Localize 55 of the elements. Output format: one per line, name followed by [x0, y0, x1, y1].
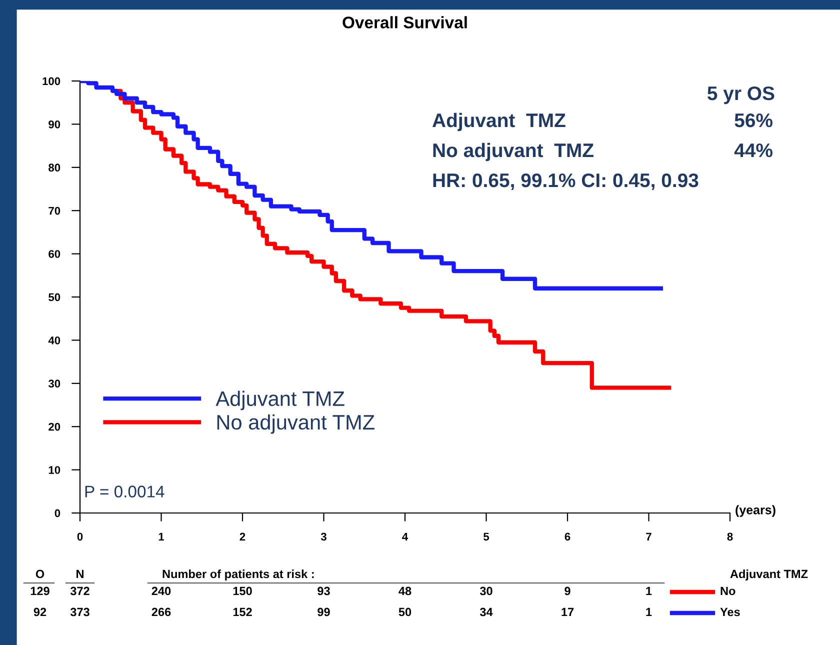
y-tick-label: 20 [48, 422, 60, 431]
y-tick-label: 60 [48, 250, 60, 258]
x-tick-label: 0 [77, 532, 83, 541]
text: No [720, 586, 736, 596]
text: 9 [564, 586, 570, 596]
x-tick-label: 3 [320, 532, 326, 541]
text: 373 [70, 608, 90, 616]
x-tick-label: 8 [727, 532, 733, 541]
text: 92 [34, 608, 46, 616]
text: 17 [562, 608, 574, 616]
text: 50 [398, 608, 412, 616]
text: 34 [480, 608, 493, 616]
text: Yes [720, 608, 740, 616]
text: 48 [398, 586, 412, 596]
x-tick-label: 5 [484, 532, 490, 541]
y-tick-label: 70 [48, 206, 60, 215]
text: 44% [734, 144, 772, 158]
annotation: Adjuvant TMZ [432, 112, 566, 132]
chart-title: Overall Survival [342, 16, 467, 28]
x-tick-label: 7 [646, 532, 652, 540]
annotation: 5 yr OS [708, 86, 774, 104]
text: O [36, 570, 44, 578]
annotation: HR: 0.65, 99.1% CI: 0.45, 0.93 [433, 173, 698, 190]
legend-label: Adjuvant TMZ [216, 390, 344, 410]
annotation: P = 0.0014 [85, 486, 164, 498]
y-tick-label: 80 [48, 164, 60, 172]
y-tick-label: 90 [48, 120, 60, 128]
text: Adjuvant TMZ [730, 569, 808, 581]
x-tick-label: 2 [240, 532, 246, 540]
text: 152 [233, 608, 252, 616]
text: 372 [70, 586, 90, 596]
y-tick-label: 0 [54, 509, 60, 518]
text: 1 [646, 586, 652, 596]
text: 99 [318, 608, 330, 616]
y-tick-label: 50 [48, 293, 60, 302]
x-tick-label: 4 [402, 532, 408, 540]
y-tick-label: 40 [48, 336, 60, 344]
legend-label: No adjuvant TMZ [217, 414, 374, 434]
annotation: No adjuvant TMZ [433, 142, 594, 162]
y-tick-label: 100 [42, 77, 60, 86]
text: 93 [318, 586, 330, 596]
text: (years) [736, 505, 776, 517]
text: 129 [30, 586, 50, 596]
text: 240 [152, 586, 171, 596]
text: 266 [152, 608, 171, 616]
text: 56% [734, 113, 772, 128]
x-tick-label: 1 [158, 532, 164, 540]
y-tick-label: 30 [48, 380, 60, 388]
x-tick-label: 6 [564, 532, 570, 541]
text: 1 [646, 608, 652, 616]
text: 30 [480, 586, 492, 596]
y-tick-label: 10 [48, 466, 60, 474]
text: 150 [233, 586, 252, 596]
text: Number of patients at risk : [162, 569, 314, 581]
text: N [76, 570, 84, 578]
